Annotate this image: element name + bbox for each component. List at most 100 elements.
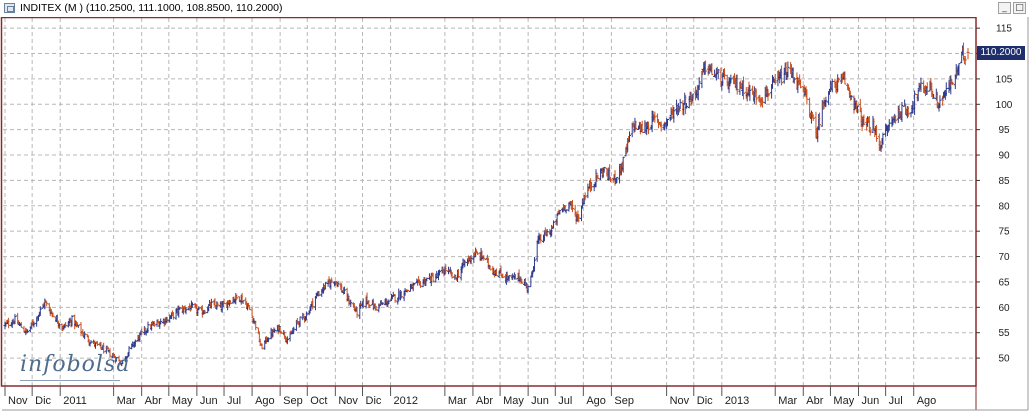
price-chart[interactable]: 50556065707580859095100105110115 NovDic2… (0, 17, 1029, 412)
ohlc-bar-up (13, 313, 17, 324)
minimize-button[interactable]: _ (998, 2, 1011, 14)
ohlc-bar-down (941, 95, 945, 106)
ohlc-bar-up (716, 68, 720, 79)
watermark-underline (20, 380, 120, 381)
x-tick-label: Nov (8, 395, 28, 407)
ohlc-bar-down (200, 305, 204, 318)
ohlc-bar-up (241, 300, 245, 304)
ohlc-bar-down (811, 114, 815, 121)
y-tick-label: 105 (996, 74, 1013, 85)
ohlc-bar-up (70, 315, 74, 327)
y-tick-label: 70 (998, 252, 1010, 263)
ohlc-bar-up (380, 302, 384, 305)
x-tick-label: Mar (117, 395, 136, 407)
ohlc-bar-up (57, 322, 61, 329)
maximize-button[interactable]: □ (1013, 2, 1026, 14)
x-tick-label: Ago (917, 395, 937, 407)
ohlc-bar-down (659, 121, 663, 132)
ohlc-bar-down (213, 298, 217, 307)
y-tick-label: 75 (998, 227, 1010, 238)
ohlc-bar-down (501, 273, 505, 278)
ohlc-bar-down (653, 111, 657, 123)
y-tick-label: 80 (998, 201, 1010, 212)
ohlc-bar-up (672, 107, 676, 123)
y-tick-label: 65 (998, 277, 1010, 288)
ohlc-bar-down (456, 268, 460, 278)
ohlc-bar-up (618, 163, 622, 184)
ohlc-bar-up (165, 316, 169, 323)
ohlc-bar-down (355, 307, 359, 318)
ohlc-bar-down (216, 301, 220, 308)
ohlc-bar-up (127, 346, 131, 357)
ohlc-bar-down (647, 121, 651, 135)
ohlc-bar-up (184, 307, 188, 315)
ohlc-bar-down (311, 298, 315, 310)
ohlc-bar-up (697, 77, 701, 91)
ohlc-bar-down (608, 177, 612, 183)
ohlc-bar-down (499, 265, 503, 276)
ohlc-bar-down (102, 342, 106, 354)
grid-lines (3, 18, 976, 386)
ohlc-bar-down (250, 307, 254, 317)
ohlc-bar-down (488, 266, 492, 271)
ohlc-bar-up (336, 280, 340, 287)
ohlc-bar-down (260, 343, 264, 350)
ohlc-bar-up (621, 156, 625, 173)
ohlc-bar-up (412, 282, 416, 286)
infobolsa-watermark: infobolsa (20, 352, 130, 377)
x-tick-label: 2011 (63, 395, 87, 407)
ohlc-bar-down (570, 199, 574, 213)
ohlc-bar-down (19, 321, 23, 328)
ohlc-bar-up (824, 96, 828, 108)
ohlc-bar-down (868, 126, 872, 136)
x-tick-label: May (503, 395, 524, 407)
ohlc-bar-up (545, 228, 549, 236)
x-tick-label: Sep (283, 395, 303, 407)
ohlc-bar-up (322, 283, 326, 294)
ohlc-bar-down (742, 76, 746, 100)
ohlc-bar-up (26, 329, 30, 333)
ohlc-bar-down (773, 73, 777, 85)
ohlc-bar-down (704, 60, 708, 75)
ohlc-bar-down (894, 115, 898, 124)
ohlc-bar-up (342, 286, 346, 295)
ohlc-bar-up (685, 102, 689, 109)
ohlc-bar-down (317, 291, 321, 297)
ohlc-bar-down (444, 264, 448, 274)
ohlc-bar-up (900, 102, 904, 122)
ohlc-bar-up (678, 98, 682, 110)
chart-window-icon (4, 3, 15, 13)
ohlc-bar-up (580, 205, 584, 222)
ohlc-bar-down (754, 88, 758, 105)
y-tick-label: 85 (998, 176, 1010, 187)
x-tick-label: Dic (697, 395, 713, 407)
x-tick-label: 2013 (725, 395, 749, 407)
ohlc-bar-down (475, 251, 479, 255)
y-tick-label: 55 (998, 328, 1010, 339)
x-axis: Nov Dic 2011 Mar Abr May Jun Jul Ago Sep Oct Nov Dic… (4, 386, 937, 407)
ohlc-bar-down (246, 302, 250, 306)
ohlc-bar-down (335, 282, 339, 288)
ohlc-bar-up (133, 339, 137, 347)
ohlc-bar-up (881, 132, 885, 145)
ohlc-bar-down (368, 304, 372, 308)
x-tick-label: 2012 (394, 395, 418, 407)
x-tick-label: Dic (366, 395, 382, 407)
ohlc-bar-up (687, 96, 691, 109)
ohlc-bar-down (418, 281, 422, 288)
ohlc-bar-down (140, 328, 144, 336)
ohlc-bar-up (529, 276, 533, 288)
x-tick-label: Jun (200, 395, 218, 407)
ohlc-bar-down (171, 311, 175, 320)
ohlc-bar-down (963, 55, 967, 66)
x-tick-label: Ago (255, 395, 275, 407)
ohlc-bar-up (424, 279, 428, 286)
ohlc-bar-up (38, 306, 42, 316)
ohlc-bar-up (602, 166, 606, 173)
x-tick-label: Ago (586, 395, 606, 407)
watermark-part-info: info (20, 352, 67, 377)
ohlc-bar-down (951, 82, 955, 85)
ohlc-bar-down (79, 322, 83, 337)
plot-area (0, 17, 1029, 412)
ohlc-bars (3, 42, 970, 367)
